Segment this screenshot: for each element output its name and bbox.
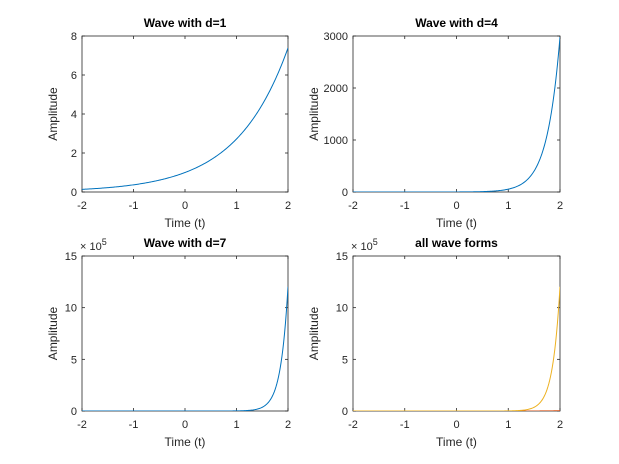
y-exponent-power: 5: [102, 237, 107, 247]
y-tick-label: 5: [71, 354, 77, 366]
y-exponent-power: 5: [373, 237, 378, 247]
y-tick-label: 0: [71, 187, 77, 199]
x-tick-label: -1: [129, 200, 139, 212]
x-tick-label: -2: [348, 200, 358, 212]
x-tick-label: 1: [505, 200, 511, 212]
series-line-3: [353, 286, 560, 411]
x-tick-label: -1: [129, 419, 139, 431]
x-tick-label: 1: [233, 200, 239, 212]
x-tick-label: 2: [285, 200, 291, 212]
y-tick-label: 15: [65, 251, 77, 263]
x-axis-label: Time (t): [165, 216, 206, 230]
y-tick-label: 2: [71, 148, 77, 160]
series-line-1: [353, 36, 560, 192]
x-tick-label: -1: [400, 419, 410, 431]
y-axis-label: Amplitude: [307, 87, 321, 141]
series-line-1: [82, 47, 288, 190]
y-axis-label: Amplitude: [46, 87, 60, 141]
y-tick-label: 3000: [324, 31, 348, 43]
series-line-1: [82, 286, 288, 411]
y-tick-label: 2000: [324, 83, 348, 95]
y-tick-label: 0: [71, 406, 77, 418]
x-tick-label: -2: [77, 419, 87, 431]
x-tick-label: -2: [348, 419, 358, 431]
x-tick-label: 2: [557, 419, 563, 431]
x-axis-label: Time (t): [165, 435, 206, 449]
y-tick-label: 6: [71, 70, 77, 82]
y-axis-label: Amplitude: [46, 307, 60, 361]
y-axis-label: Amplitude: [307, 307, 321, 361]
x-tick-label: 0: [182, 200, 188, 212]
y-tick-label: 5: [342, 354, 348, 366]
axes-box: [352, 35, 561, 193]
x-tick-label: 1: [233, 419, 239, 431]
x-tick-label: 0: [453, 419, 459, 431]
y-tick-label: 0: [342, 187, 348, 199]
y-tick-label: 15: [336, 251, 348, 263]
axes-box: [352, 255, 561, 412]
x-tick-label: -1: [400, 200, 410, 212]
y-exponent-base: × 10: [351, 241, 373, 253]
y-tick-label: 0: [342, 406, 348, 418]
chart-title: Wave with d=7: [144, 236, 227, 250]
axes-box: [81, 255, 289, 412]
y-tick-label: 4: [71, 109, 77, 121]
y-exponent-label: × 105: [351, 237, 378, 253]
y-tick-label: 10: [336, 303, 348, 315]
chart-title: Wave with d=1: [144, 16, 227, 30]
y-tick-label: 10: [65, 303, 77, 315]
chart-title: all wave forms: [415, 236, 498, 250]
subplot-1: -2 -1 0 1 2 0 2 4 6 8 Wave with d=1 Time (t) Amplitu…: [46, 16, 291, 230]
x-tick-label: 2: [285, 419, 291, 431]
x-axis-label: Time (t): [436, 216, 477, 230]
x-tick-label: 0: [182, 419, 188, 431]
chart-title: Wave with d=4: [415, 16, 498, 30]
y-tick-label: 1000: [324, 135, 348, 147]
x-tick-label: 1: [505, 419, 511, 431]
subplot-2: -2 -1 0 1 2 0 1000 2000 3000 Wave with d=4 Time (t…: [307, 16, 563, 230]
y-exponent-label: × 105: [80, 237, 107, 253]
y-exponent-base: × 10: [80, 241, 102, 253]
x-tick-label: 2: [557, 200, 563, 212]
axes-box: [81, 35, 289, 193]
y-tick-label: 8: [71, 31, 77, 43]
x-tick-label: 0: [453, 200, 459, 212]
x-axis-label: Time (t): [436, 435, 477, 449]
x-tick-label: -2: [77, 200, 87, 212]
